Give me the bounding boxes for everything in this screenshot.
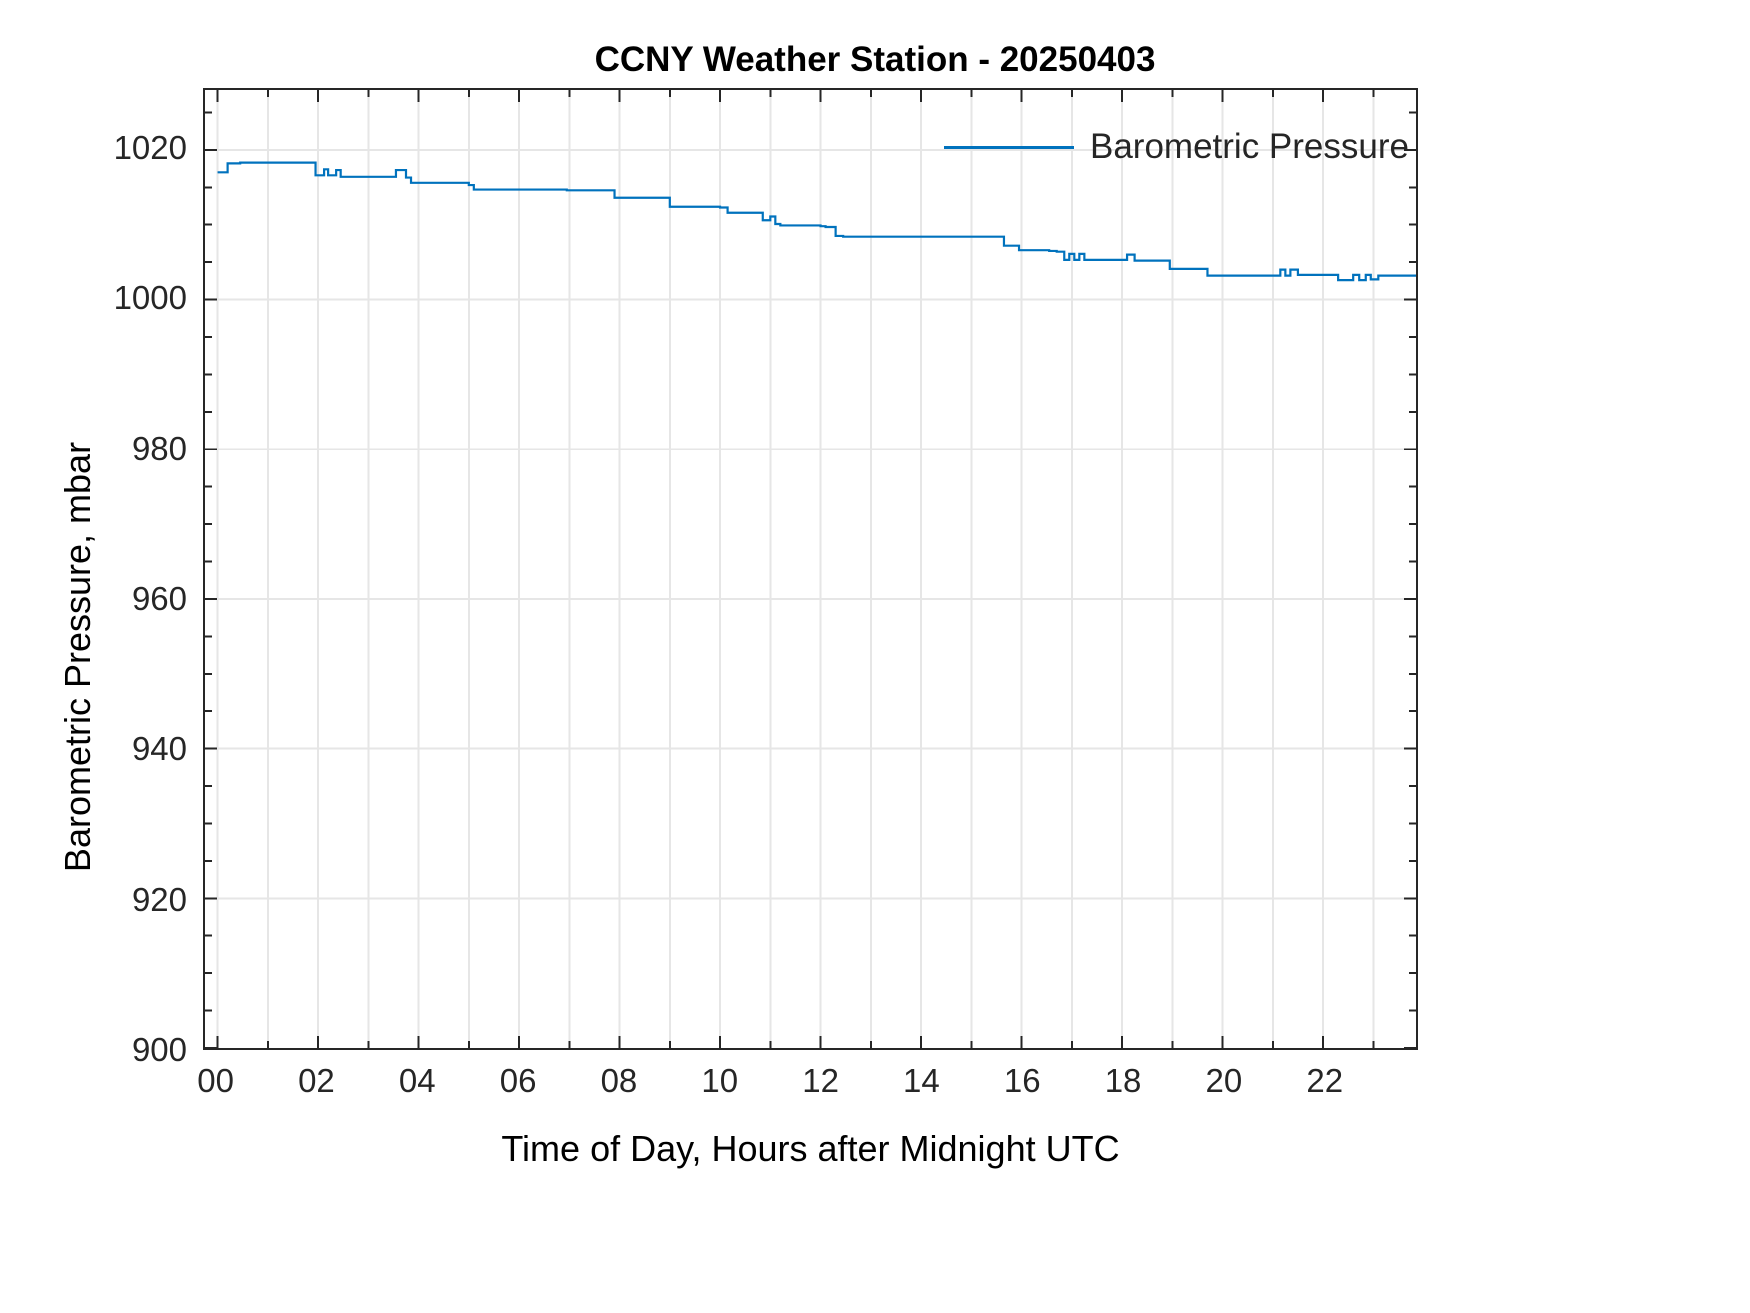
x-axis-tick-labels: 00 02 04 06 08 10 12 14 16 18 20 22	[197, 1062, 1418, 1106]
y-tick-label: 980	[131, 429, 187, 467]
y-axis-title: Barometric Pressure, mbar	[57, 441, 98, 873]
series-layer	[217, 161, 1416, 282]
y-tick-label: 960	[131, 580, 187, 618]
x-tick-label: 10	[701, 1062, 739, 1099]
legend: Barometric Pressure	[938, 118, 1415, 176]
x-tick-label: 16	[1003, 1062, 1041, 1099]
y-tick-label: 1000	[113, 279, 187, 317]
y-axis-tick-labels: 900 920 940 960 980 1000 1020	[85, 88, 187, 1068]
x-tick-label: 02	[298, 1062, 335, 1099]
x-tick-label: 04	[398, 1062, 436, 1099]
plot-area	[203, 88, 1418, 1050]
x-tick-label: 12	[802, 1062, 839, 1099]
y-tick-label: 920	[131, 880, 187, 918]
legend-line-swatch	[944, 145, 1074, 149]
page-title: CCNY Weather Station - 20250403	[594, 40, 1156, 79]
legend-label: Barometric Pressure	[1090, 127, 1409, 166]
x-tick-label: 14	[903, 1062, 940, 1099]
x-tick-label: 20	[1205, 1062, 1243, 1099]
y-tick-label: 1020	[113, 129, 187, 167]
grid-layer	[205, 90, 1416, 1048]
y-tick-label: 940	[131, 730, 187, 768]
x-tick-label: 22	[1306, 1062, 1344, 1099]
tick-marks	[205, 90, 1416, 1049]
x-tick-label: 06	[499, 1062, 537, 1099]
y-tick-label: 900	[131, 1031, 187, 1068]
x-tick-label: 08	[600, 1062, 638, 1099]
x-tick-label: 18	[1104, 1062, 1142, 1099]
x-tick-label: 00	[197, 1062, 234, 1099]
y-axis-title-wrap: Barometric Pressure, mbar	[52, 88, 104, 1050]
x-axis-title: Time of Day, Hours after Midnight UTC	[501, 1128, 1120, 1169]
